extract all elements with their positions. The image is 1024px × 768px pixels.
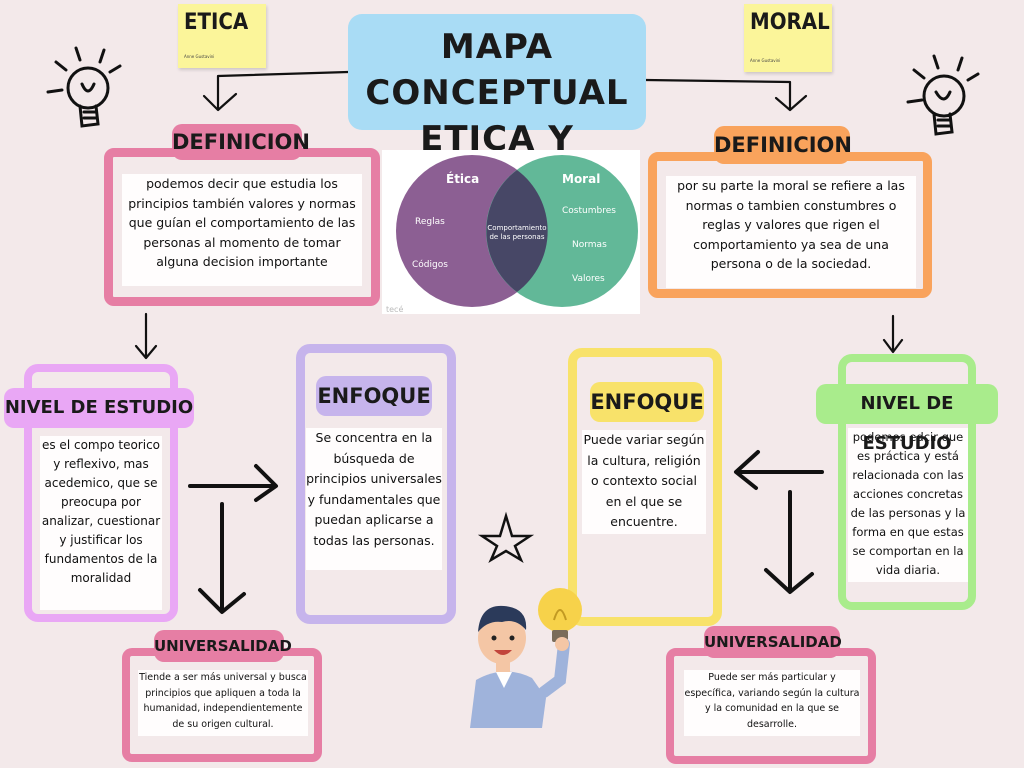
star-icon <box>477 511 535 564</box>
sticky-note-etica: ETICA Anne Gustavini <box>178 4 266 68</box>
arrow-title-to-moral <box>644 78 792 110</box>
etica-definicion-text: podemos decir que estudia los principios… <box>122 174 362 286</box>
venn-intersection <box>486 170 548 292</box>
moral-definicion-label: DEFINICION <box>714 126 852 164</box>
lightbulb-icon <box>906 54 980 136</box>
moral-enfoque-label: ENFOQUE <box>590 382 704 422</box>
moral-universalidad-text: Puede ser más particular y específica, v… <box>684 670 860 736</box>
etica-universalidad-text: Tiende a ser más universal y busca princ… <box>138 670 308 736</box>
venn-diagram: Ética Moral Reglas Códigos Costumbres No… <box>382 150 640 314</box>
lightbulb-icon <box>46 46 122 128</box>
sticky-signature: Anne Gustavini <box>750 58 781 63</box>
sticky-note-moral: MORAL Anne Gustavini <box>744 4 832 72</box>
sticky-title: MORAL <box>750 10 830 35</box>
moral-nivel-label: NIVEL DE ESTUDIO <box>816 384 998 454</box>
title-line-1: MAPA CONCEPTUAL <box>365 27 629 113</box>
venn-svg: Ética Moral Reglas Códigos Costumbres No… <box>386 155 638 314</box>
venn-center-line-1: Comportamiento <box>487 224 546 232</box>
moral-nivel-text: podemos edcir que es práctica y está rel… <box>848 428 968 582</box>
sticky-title: ETICA <box>184 10 249 35</box>
venn-watermark: tecé <box>386 304 403 314</box>
etica-nivel-text: es el compo teorico y reflexivo, mas ace… <box>40 436 162 610</box>
venn-right-item: Valores <box>572 274 605 284</box>
etica-enfoque-text: Se concentra en la búsqueda de principio… <box>306 428 442 570</box>
venn-center-line-2: de las personas <box>489 233 544 241</box>
page-title: MAPA CONCEPTUAL ETICA Y MORAL <box>348 14 646 205</box>
venn-left-title: Ética <box>446 171 479 186</box>
moral-definicion-text: por su parte la moral se refiere a las n… <box>666 176 916 288</box>
lightbulb-icon <box>538 588 582 642</box>
etica-definicion-label: DEFINICION <box>172 124 310 160</box>
venn-right-item: Normas <box>572 240 607 250</box>
venn-right-title: Moral <box>562 172 600 186</box>
moral-enfoque-text: Puede variar según la cultura, religión … <box>582 430 706 534</box>
etica-universalidad-label: UNIVERSALIDAD <box>154 630 292 662</box>
arrow-title-to-etica <box>216 70 350 110</box>
etica-nivel-label: NIVEL DE ESTUDIO <box>4 388 194 428</box>
moral-universalidad-label: UNIVERSALIDAD <box>704 626 842 658</box>
venn-left-item: Códigos <box>412 259 448 270</box>
venn-left-item: Reglas <box>415 217 445 227</box>
person-illustration <box>470 588 582 728</box>
venn-right-item: Costumbres <box>562 206 616 216</box>
etica-enfoque-label: ENFOQUE <box>316 376 432 416</box>
sticky-signature: Anne Gustavini <box>184 54 215 59</box>
